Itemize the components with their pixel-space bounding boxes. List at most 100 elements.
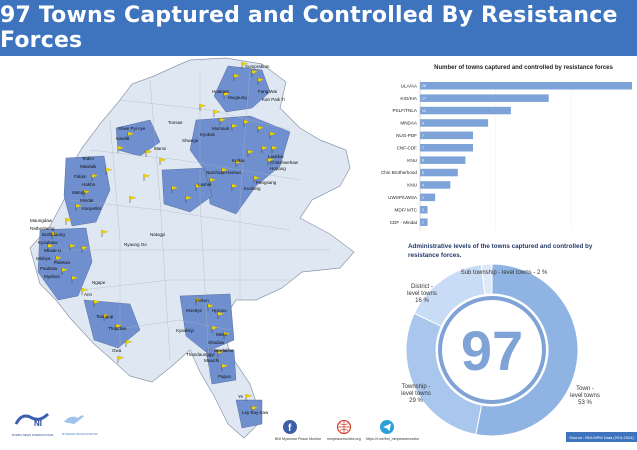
- flag-icon: [101, 229, 109, 234]
- flag-icon: [115, 323, 123, 328]
- flag-icon: [185, 195, 193, 200]
- flag-icon: [231, 183, 239, 188]
- bni-logo-icon: NI: [14, 412, 50, 428]
- donut-center-label: 97: [461, 319, 523, 382]
- bar-value-label: 17: [422, 97, 426, 101]
- town-label: Namhsan: [206, 170, 226, 175]
- donut-slice: [475, 263, 579, 437]
- town-label: Tedim: [82, 156, 95, 161]
- town-label: Hakha: [82, 182, 96, 187]
- bar-category-label: KNU: [407, 183, 417, 188]
- kayin-zone: [205, 349, 237, 385]
- town-label: Mese: [216, 332, 228, 337]
- flag-icon: [195, 297, 203, 302]
- facebook-icon: f: [283, 420, 297, 434]
- town-label: Mawchi: [204, 358, 220, 363]
- svg-text:f: f: [288, 423, 292, 434]
- flag-icon: [127, 131, 135, 136]
- flag-icon: [257, 125, 265, 130]
- bar-value-label: 12: [422, 109, 426, 113]
- bar-value-label: 4: [422, 183, 424, 187]
- facebook-label: BNI Myanmar Peace Monitor: [275, 437, 322, 441]
- flag-icon: [143, 173, 151, 178]
- town-label: Kawlin: [116, 136, 130, 141]
- town-label: Hpakant: [212, 89, 229, 94]
- flag-icon: [241, 61, 249, 66]
- map-svg: [29, 57, 355, 439]
- town-label: Papun: [218, 374, 232, 379]
- bar-chart-svg: 01020ULA/AA28KIO/KIA17PSLF/TNLA12MNDAA9N…: [381, 80, 632, 238]
- town-label: Tonsae: [168, 120, 183, 125]
- bar-category-label: ULA/AA: [401, 83, 418, 88]
- bar-value-label: 1: [422, 208, 424, 212]
- bar-chart-title: Number of towns captured and controlled …: [434, 65, 613, 71]
- flag-icon: [51, 231, 59, 236]
- svg-text:NI: NI: [34, 419, 42, 428]
- bar: [420, 181, 451, 189]
- flag-icon: [271, 145, 279, 150]
- flag-icon: [75, 203, 83, 208]
- flag-icon: [199, 103, 207, 108]
- mpm-logo: MYANMAR PEACE MONITOR: [62, 412, 102, 438]
- flag-icon: [69, 243, 77, 248]
- bar: [420, 82, 632, 90]
- town-label: Bawlakhe: [214, 348, 234, 353]
- bar-category-label: NUG-PDF: [396, 133, 417, 138]
- town-label: Maungdaw: [30, 218, 53, 223]
- flag-icon: [217, 349, 225, 354]
- flag-icon: [117, 145, 125, 150]
- town-label: Matupi: [72, 190, 86, 195]
- flag-icon: [145, 149, 153, 154]
- town-label: Falam: [74, 174, 87, 179]
- bar: [420, 168, 458, 177]
- town-label: Mrauk-U: [44, 248, 62, 253]
- flag-icon: [257, 77, 265, 82]
- bar-value-label: 1: [422, 221, 424, 225]
- bar-category-label: MDF/ MTC: [395, 207, 418, 212]
- flag-icon: [223, 331, 231, 336]
- town-label: Mansi: [154, 146, 167, 151]
- town-label: Shwe Pyi Aye: [118, 126, 146, 131]
- flag-icon: [247, 149, 255, 154]
- bar: [420, 94, 549, 102]
- town-label: Minbya: [36, 256, 51, 261]
- bar-category-label: Chin Brotherhood: [381, 170, 417, 175]
- flag-icon: [91, 173, 99, 178]
- bar-category-label: CNF-CDF: [397, 145, 418, 150]
- telegram-icon: [380, 420, 394, 434]
- town-label: Hopang: [270, 166, 286, 171]
- flag-icon: [223, 91, 231, 96]
- bar-category-label: PSLF/TNLA: [392, 108, 417, 113]
- controlled-areas: [37, 65, 291, 429]
- kachin-zone: [213, 65, 271, 113]
- township-lines: [60, 69, 330, 381]
- bar-value-label: 2: [422, 196, 424, 200]
- flag-icon: [93, 299, 101, 304]
- flag-icon: [159, 157, 167, 162]
- town-label: Thandaunggyi: [186, 352, 215, 357]
- flag-icon: [171, 185, 179, 190]
- flag-icon: [221, 363, 229, 368]
- town-label: Ye: [238, 394, 244, 399]
- donut-label-district: District - level towns 16 %: [407, 284, 437, 305]
- town-label: Shadaw: [208, 340, 225, 345]
- page-title: 97 Towns Captured and Controlled By Resi…: [0, 0, 637, 56]
- town-label: Ngape: [92, 280, 106, 285]
- bar: [420, 131, 473, 140]
- source-badge: Source : BNI-MPM Data (29.6.2024): [566, 432, 637, 442]
- flag-icon: [71, 275, 79, 280]
- flag-icon: [245, 393, 253, 398]
- bar-category-label: KNU: [407, 158, 417, 163]
- flag-icon: [207, 303, 215, 308]
- bar: [420, 106, 511, 115]
- town-label: Kan Paik Ti: [262, 97, 285, 102]
- bar-value-label: 5: [422, 171, 424, 175]
- town-label: Paletwa: [54, 260, 71, 265]
- myanmar-map: Sumprabum Hpakant Mogaung Fang Wai Kan P…: [0, 56, 400, 450]
- flag-icon: [61, 267, 69, 272]
- town-label: Mindat: [80, 198, 94, 203]
- flag-icon: [209, 177, 217, 182]
- donut-label-township: Township - level towns 29 %: [401, 384, 431, 405]
- flag-icon: [55, 255, 63, 260]
- bar-value-label: 28: [422, 84, 426, 88]
